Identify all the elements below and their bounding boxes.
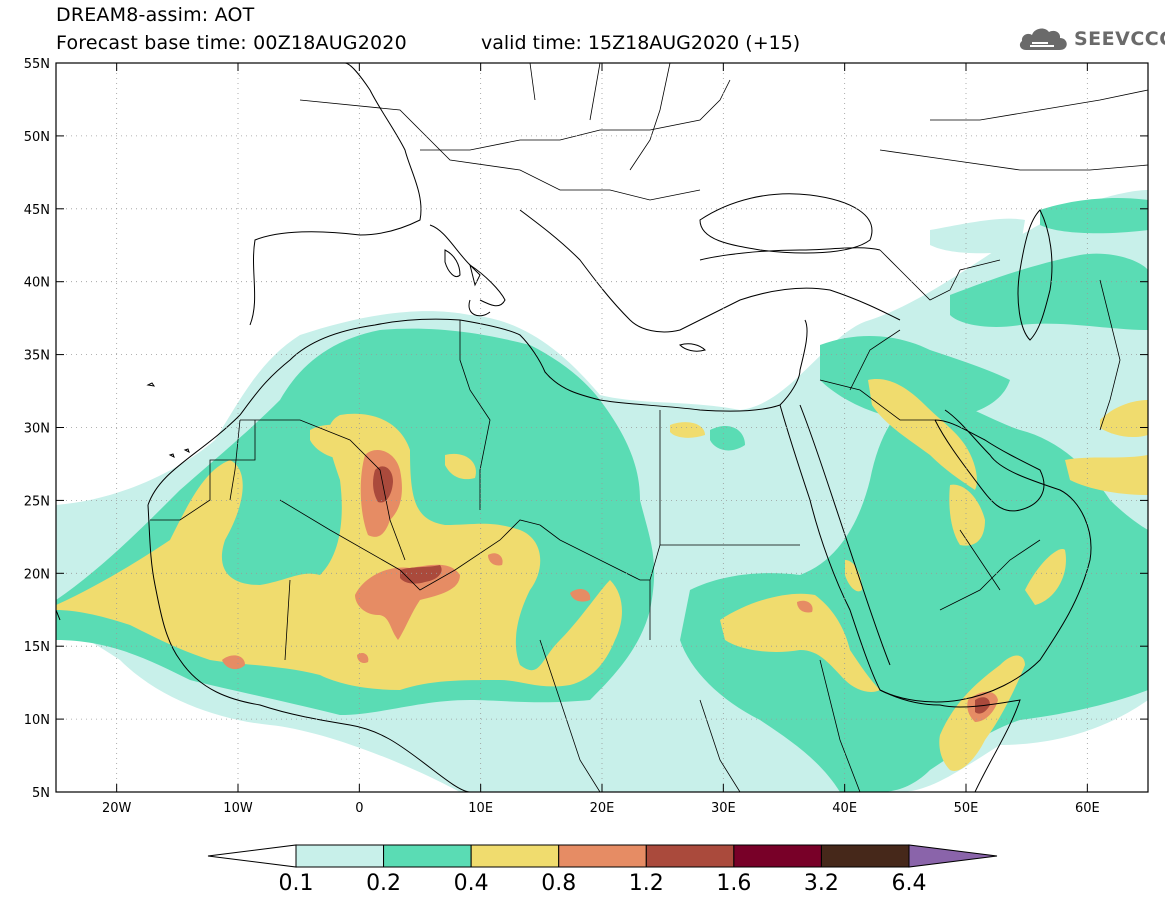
coastlines (56, 63, 1092, 792)
colorbar-label: 0.2 (366, 871, 401, 896)
colorbar-bin (383, 844, 472, 868)
graticule (56, 63, 1148, 792)
colorbar-bin (470, 844, 560, 868)
colorbar-bin (733, 844, 822, 868)
colorbar-over-arrow (908, 844, 998, 868)
lon-label: 50E (954, 801, 979, 816)
lat-label: 15N (24, 640, 50, 655)
lat-label: 25N (24, 494, 50, 509)
colorbar (207, 844, 998, 868)
lat-label: 5N (32, 786, 50, 801)
colorbar-label: 0.4 (454, 871, 489, 896)
lon-label: 60E (1075, 801, 1100, 816)
map-title: DREAM8-assim: AOT (56, 4, 255, 26)
longitude-labels: 20W 10W 0 10E 20E 30E 40E 50E 60E (102, 801, 1100, 816)
aot-level-0.4 (56, 379, 1148, 771)
country-borders (150, 63, 1148, 792)
colorbar-label: 1.2 (629, 871, 664, 896)
valid-time: valid time: 15Z18AUG2020 (+15) (481, 32, 801, 54)
lon-label: 30E (711, 801, 736, 816)
lon-label: 20W (102, 801, 132, 816)
colorbar-bin (558, 844, 647, 868)
colorbar-label: 0.8 (541, 871, 576, 896)
colorbar-under-arrow (207, 844, 297, 868)
seevccc-logo: SEEVCCC (1018, 24, 1165, 54)
colorbar-label: 0.1 (279, 871, 314, 896)
lon-label: 10W (223, 801, 253, 816)
lat-label: 35N (24, 349, 50, 364)
lat-label: 55N (24, 57, 50, 72)
lat-label: 40N (24, 276, 50, 291)
latitude-labels: 55N 50N 45N 40N 35N 30N 25N 20N 15N 10N 5N (24, 57, 50, 801)
lon-label: 40E (832, 801, 857, 816)
lon-label: 20E (590, 801, 615, 816)
lat-label: 30N (24, 422, 50, 437)
colorbar-label: 1.6 (716, 871, 751, 896)
lat-label: 45N (24, 203, 50, 218)
axis-ticks (56, 62, 1148, 793)
lon-label: 0 (355, 801, 363, 816)
colorbar-bin (295, 844, 385, 868)
cloud-icon (1019, 28, 1067, 50)
lon-label: 10E (468, 801, 493, 816)
colorbar-label: 3.2 (804, 871, 839, 896)
colorbar-bin (645, 844, 735, 868)
lat-label: 10N (24, 713, 50, 728)
colorbar-labels: 0.1 0.2 0.4 0.8 1.2 1.6 3.2 6.4 (279, 871, 927, 896)
colorbar-bin (820, 844, 910, 868)
forecast-base-time: Forecast base time: 00Z18AUG2020 (56, 32, 407, 54)
logo-text: SEEVCCC (1074, 28, 1165, 50)
lat-label: 50N (24, 130, 50, 145)
lat-label: 20N (24, 567, 50, 582)
colorbar-label: 6.4 (892, 871, 927, 896)
